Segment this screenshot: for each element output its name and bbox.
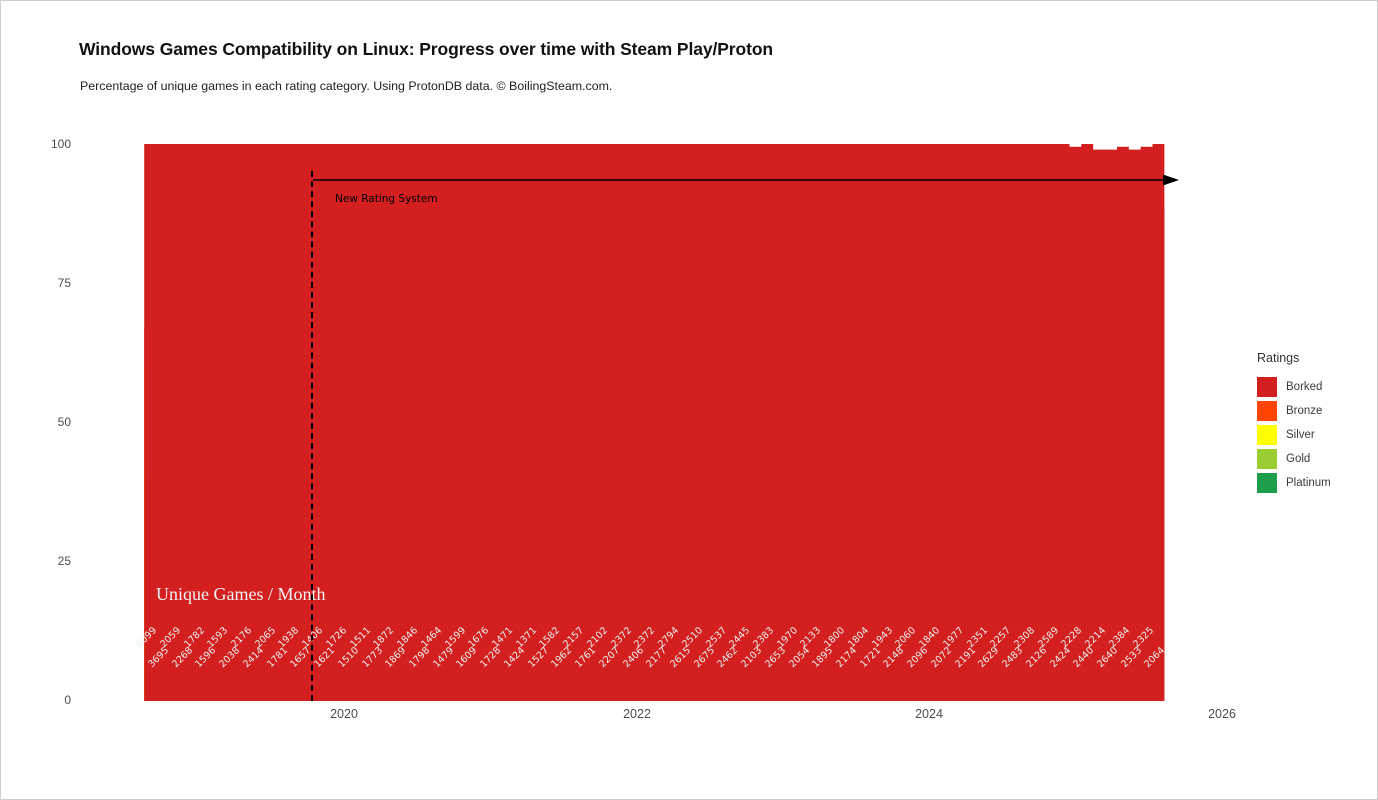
area-borked: [144, 144, 1165, 701]
y-tick-0: 0: [64, 693, 71, 707]
legend-item-borked[interactable]: Borked: [1257, 375, 1367, 399]
legend-item-gold[interactable]: Gold: [1257, 447, 1367, 471]
legend-swatch-gold-icon: [1257, 449, 1277, 469]
new-rating-system-arrow: [313, 174, 1179, 186]
y-tick-25: 25: [57, 554, 71, 568]
legend-item-platinum[interactable]: Platinum: [1257, 471, 1367, 495]
stacked-area-svg: [144, 144, 1165, 701]
legend-label: Borked: [1286, 381, 1323, 393]
page-title: Windows Games Compatibility on Linux: Pr…: [79, 39, 774, 59]
legend: Ratings Borked Bronze Silver Gold Platinum: [1257, 351, 1367, 495]
legend-label: Bronze: [1286, 405, 1323, 417]
x-tick-2024: 2024: [915, 707, 943, 721]
legend-item-bronze[interactable]: Bronze: [1257, 399, 1367, 423]
x-tick-2026: 2026: [1208, 707, 1236, 721]
x-tick-2022: 2022: [623, 707, 651, 721]
y-tick-100: 100: [50, 137, 71, 151]
page-subtitle: Percentage of unique games in each ratin…: [80, 79, 613, 93]
y-tick-75: 75: [57, 276, 71, 290]
x-tick-2020: 2020: [330, 707, 358, 721]
y-tick-50: 50: [57, 415, 71, 429]
new-rating-system-label: New Rating System: [335, 193, 438, 205]
legend-swatch-bronze-icon: [1257, 401, 1277, 421]
legend-items: Borked Bronze Silver Gold Platinum: [1257, 375, 1367, 495]
legend-label: Gold: [1286, 453, 1311, 465]
legend-title: Ratings: [1257, 351, 1300, 365]
legend-swatch-silver-icon: [1257, 425, 1277, 445]
legend-label: Silver: [1286, 429, 1315, 441]
legend-swatch-platinum-icon: [1257, 473, 1277, 493]
plot-caption: Unique Games / Month: [156, 584, 326, 604]
new-rating-system-vline: [311, 171, 313, 701]
legend-item-silver[interactable]: Silver: [1257, 423, 1367, 447]
legend-swatch-borked-icon: [1257, 377, 1277, 397]
plot-area: [130, 144, 1182, 701]
legend-label: Platinum: [1286, 477, 1331, 489]
